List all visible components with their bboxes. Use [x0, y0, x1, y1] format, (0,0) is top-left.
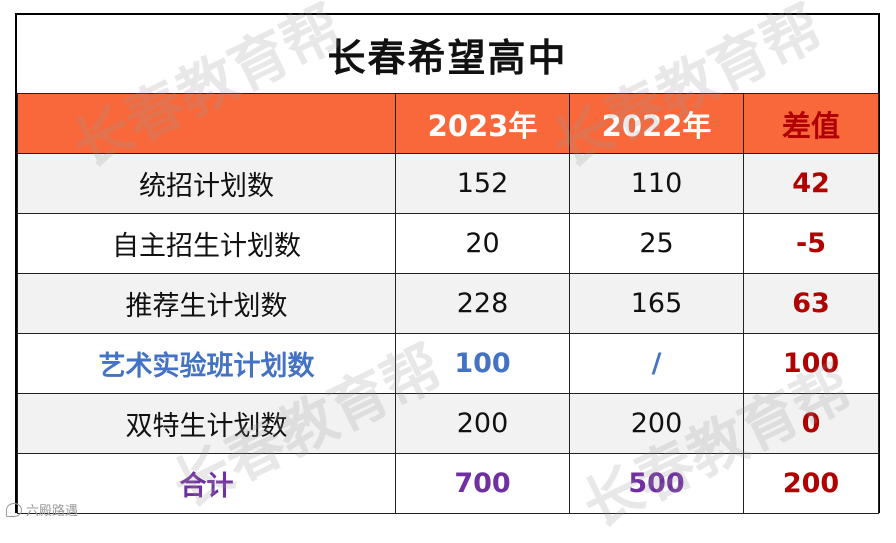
cell-diff: -5	[743, 213, 879, 274]
row-label: 艺术实验班计划数	[17, 333, 396, 394]
total-row: 合计 700 500 200	[17, 453, 879, 514]
cell-diff: 100	[743, 333, 879, 394]
row-label: 推荐生计划数	[17, 273, 396, 334]
table-row: 艺术实验班计划数 100 / 100	[17, 333, 879, 394]
chat-bubble-icon	[6, 502, 22, 517]
table-row: 自主招生计划数 20 25 -5	[17, 213, 879, 274]
header-2023: 2023年	[395, 93, 570, 154]
cell-diff: 42	[743, 153, 879, 214]
data-table-sheet: 长春希望高中 2023年 2022年 差值 统招计划数 152 110 42 自…	[15, 13, 880, 514]
cell-2022: 500	[569, 453, 744, 514]
cell-2023: 20	[395, 213, 570, 274]
row-label: 统招计划数	[17, 153, 396, 214]
table-row: 推荐生计划数 228 165 63	[17, 273, 879, 334]
admission-plan-table: 2023年 2022年 差值 统招计划数 152 110 42 自主招生计划数 …	[17, 93, 879, 514]
cell-diff: 0	[743, 393, 879, 454]
cell-diff: 200	[743, 453, 879, 514]
footer-logo: 六殿路遇	[6, 500, 78, 519]
cell-diff: 63	[743, 273, 879, 334]
row-label: 自主招生计划数	[17, 213, 396, 274]
header-label	[17, 93, 396, 154]
page-title: 长春希望高中	[327, 35, 568, 80]
header-diff: 差值	[743, 93, 879, 154]
cell-2023: 100	[395, 333, 570, 394]
cell-2023: 152	[395, 153, 570, 214]
cell-2022: 25	[569, 213, 744, 274]
table-row: 双特生计划数 200 200 0	[17, 393, 879, 454]
cell-2022: 110	[569, 153, 744, 214]
row-label: 合计	[17, 453, 396, 514]
table-row: 统招计划数 152 110 42	[17, 153, 879, 214]
row-label: 双特生计划数	[17, 393, 396, 454]
footer-logo-text: 六殿路遇	[26, 504, 79, 519]
cell-2022: 165	[569, 273, 744, 334]
cell-2022: 200	[569, 393, 744, 454]
header-2022: 2022年	[569, 93, 744, 154]
cell-2022: /	[569, 333, 744, 394]
header-row: 2023年 2022年 差值	[17, 93, 879, 154]
cell-2023: 700	[395, 453, 570, 514]
cell-2023: 200	[395, 393, 570, 454]
cell-2023: 228	[395, 273, 570, 334]
